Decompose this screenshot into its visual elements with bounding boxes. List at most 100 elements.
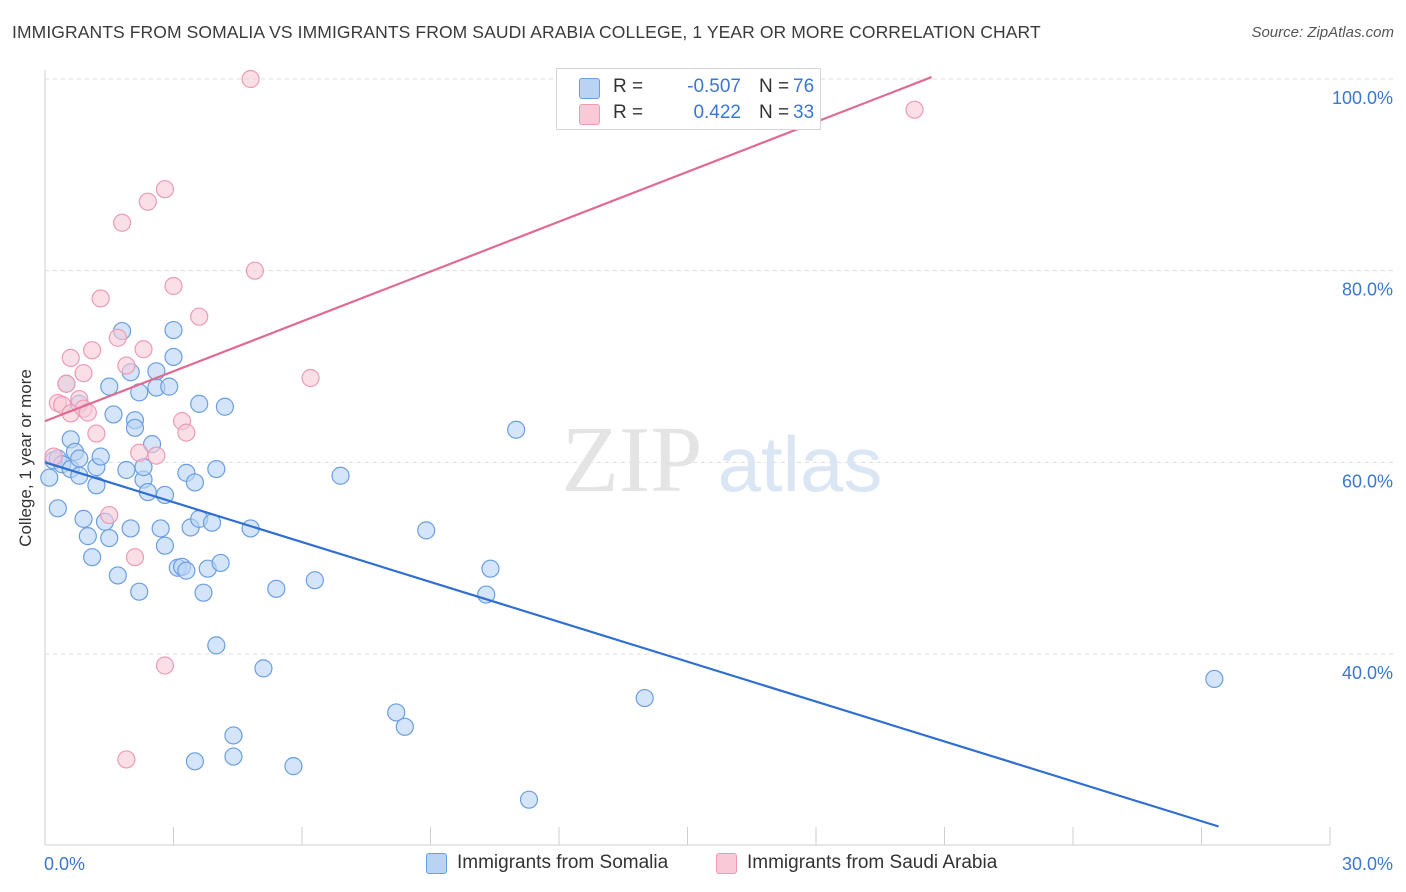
somalia-point <box>1205 669 1224 689</box>
saudi-point <box>301 368 320 388</box>
somalia-point <box>164 347 183 367</box>
saudi-point <box>112 213 132 232</box>
saudi-point <box>245 261 264 280</box>
saudi-point <box>108 328 127 347</box>
grid <box>45 78 1395 655</box>
somalia-point <box>331 466 350 485</box>
saudi-point <box>905 100 924 119</box>
somalia-point <box>224 747 243 766</box>
somalia-r-key: R = <box>613 76 644 97</box>
saudi-point <box>83 341 102 360</box>
somalia-n-value: 76 <box>793 76 815 97</box>
watermark-atlas: atlas <box>718 420 883 508</box>
somalia-point <box>100 377 119 396</box>
somalia-swatch <box>579 78 600 99</box>
saudi-point <box>177 423 196 442</box>
somalia-point <box>507 420 526 439</box>
somalia-point <box>211 553 230 573</box>
legend-saudi-swatch <box>716 853 737 874</box>
somalia-trend-line <box>44 461 1219 828</box>
somalia-point <box>91 447 110 466</box>
saudi-r-value: 0.422 <box>693 102 741 123</box>
tick-labels: 40.0% 60.0% 80.0% 100.0% 0.0% 30.0% <box>44 88 1393 874</box>
watermark: ZIP atlas <box>562 408 883 512</box>
saudi-trend-line <box>44 76 933 423</box>
y-tick-label: 80.0% <box>1342 280 1393 300</box>
correlation-box: R = -0.507 N = 76 R = 0.422 N = 33 <box>556 68 821 130</box>
legend-somalia-label: Immigrants from Somalia <box>457 852 669 873</box>
somalia-point <box>48 499 67 518</box>
saudi-point <box>61 348 80 367</box>
saudi-point <box>100 505 119 525</box>
somalia-point <box>267 579 286 598</box>
somalia-point <box>151 519 170 538</box>
somalia-point <box>108 566 127 585</box>
y-tick-label: 40.0% <box>1342 663 1393 683</box>
saudi-swatch <box>579 104 600 125</box>
saudi-point <box>241 69 260 89</box>
saudi-point <box>147 446 166 465</box>
somalia-point <box>519 790 539 809</box>
chart-title: IMMIGRANTS FROM SOMALIA VS IMMIGRANTS FR… <box>12 22 1041 42</box>
somalia-point <box>190 394 209 413</box>
somalia-point <box>74 509 93 528</box>
saudi-point <box>130 443 149 462</box>
saudi-n-key: N = <box>759 102 790 123</box>
somalia-point <box>207 459 226 479</box>
saudi-point <box>164 276 183 296</box>
y-tick-label: 60.0% <box>1342 471 1393 491</box>
y-axis-label: College, 1 year or more <box>16 369 35 547</box>
legend-somalia-swatch <box>426 853 447 874</box>
somalia-point <box>155 536 175 555</box>
somalia-point <box>194 583 213 602</box>
y-tick-label: 100.0% <box>1332 88 1393 108</box>
somalia-point <box>70 449 89 468</box>
somalia-point <box>254 659 273 678</box>
saudi-point <box>57 374 76 393</box>
somalia-point <box>164 320 183 340</box>
saudi-point <box>91 289 110 308</box>
somalia-point <box>305 571 324 590</box>
trend-lines <box>44 76 1219 828</box>
somalia-point <box>224 726 243 745</box>
somalia-point <box>207 636 226 655</box>
saudi-point <box>138 192 157 211</box>
watermark-zip: ZIP <box>562 408 703 512</box>
x-tick-label: 0.0% <box>44 854 85 874</box>
saudi-point <box>87 424 106 443</box>
somalia-point <box>417 521 436 540</box>
somalia-point <box>130 582 149 601</box>
somalia-point <box>100 528 119 548</box>
saudi-point <box>190 307 209 326</box>
somalia-point <box>104 405 123 424</box>
legend-saudi-label: Immigrants from Saudi Arabia <box>747 852 998 873</box>
somalia-point <box>125 418 145 437</box>
somalia-point <box>121 519 140 538</box>
somalia-point <box>87 476 106 495</box>
somalia-point <box>185 752 205 771</box>
somalia-n-key: N = <box>759 76 790 97</box>
somalia-point <box>387 703 406 722</box>
saudi-r-key: R = <box>613 102 644 123</box>
saudi-point <box>117 356 136 375</box>
data-points <box>40 69 1224 809</box>
source-label: Source: ZipAtlas.com <box>1251 24 1394 41</box>
somalia-point <box>78 527 97 546</box>
saudi-point <box>155 180 175 199</box>
somalia-point <box>284 757 303 776</box>
saudi-point <box>74 364 93 383</box>
x-tick-label: 30.0% <box>1342 854 1393 874</box>
somalia-point <box>635 688 654 708</box>
somalia-point <box>185 473 205 492</box>
saudi-point <box>134 340 153 359</box>
saudi-point <box>117 750 136 769</box>
saudi-point <box>125 548 145 567</box>
somalia-point <box>177 561 196 580</box>
somalia-point <box>215 397 234 416</box>
saudi-point <box>155 656 175 675</box>
somalia-point <box>481 559 500 578</box>
somalia-point <box>40 468 59 487</box>
saudi-n-value: 33 <box>793 102 815 123</box>
somalia-point <box>83 548 102 567</box>
